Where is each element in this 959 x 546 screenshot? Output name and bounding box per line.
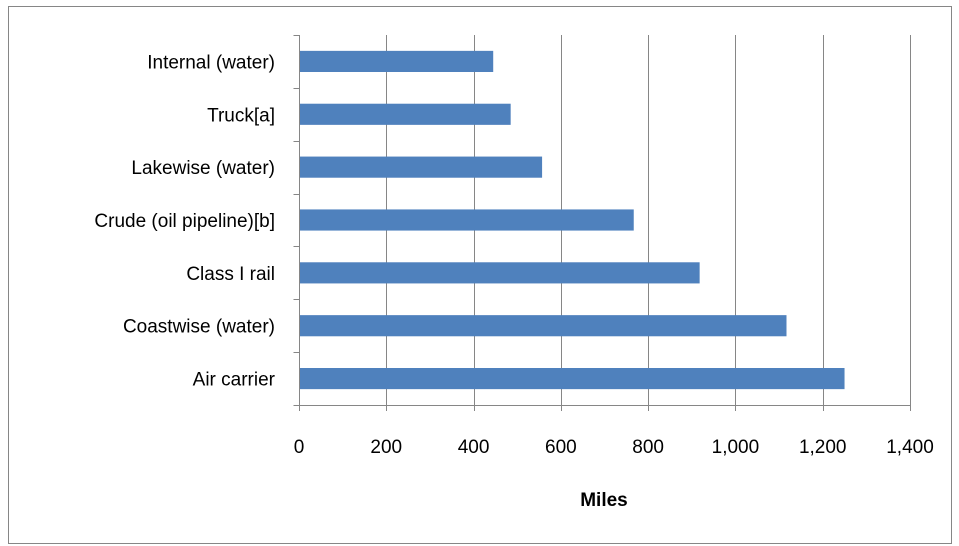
bar — [300, 262, 700, 284]
x-tick-label: 400 — [458, 437, 490, 458]
x-tick-label: 0 — [294, 437, 305, 458]
x-tick-label: 1,400 — [886, 437, 934, 458]
x-tick-label: 200 — [370, 437, 402, 458]
x-tick-label: 800 — [632, 437, 664, 458]
category-label: Coastwise (water) — [123, 317, 275, 338]
category-label: Air carrier — [193, 370, 276, 391]
bar — [300, 156, 543, 178]
bar — [300, 315, 787, 337]
x-tick-labels: 0 200 400 600 800 1,000 1,200 1,400 — [294, 437, 934, 458]
category-label: Internal (water) — [147, 52, 275, 73]
bar — [300, 50, 494, 72]
bars — [300, 50, 845, 390]
x-tick-label: 1,000 — [712, 437, 760, 458]
category-labels: Internal (water) Truck[a] Lakewise (water)… — [94, 52, 275, 390]
category-label: Class I rail — [186, 264, 275, 285]
category-label: Crude (oil pipeline)[b] — [94, 211, 275, 232]
x-tick-label: 600 — [545, 437, 577, 458]
x-axis-title: Miles — [580, 490, 628, 511]
bar — [300, 209, 634, 231]
bar — [300, 103, 511, 125]
bar — [300, 368, 845, 390]
grid-lines — [386, 35, 911, 405]
category-label: Lakewise (water) — [131, 158, 275, 179]
category-label: Truck[a] — [207, 105, 275, 126]
x-tick-label: 1,200 — [799, 437, 847, 458]
axes — [293, 35, 911, 411]
